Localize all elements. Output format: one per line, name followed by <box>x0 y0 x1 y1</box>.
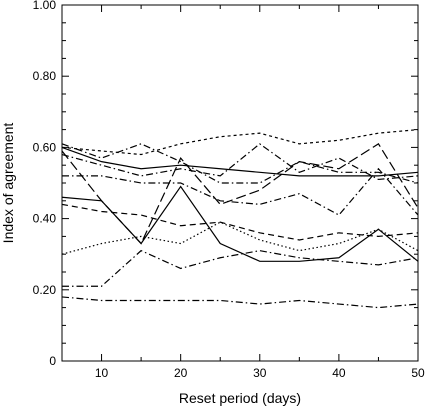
series-line-5 <box>61 143 419 245</box>
y-tick-label: 1.00 <box>33 0 57 12</box>
y-tick-label: 0.80 <box>33 69 57 83</box>
x-tick-label: 50 <box>411 366 425 380</box>
series-line-1 <box>61 129 419 156</box>
x-tick-label: 10 <box>95 366 109 380</box>
y-tick-label: 0 <box>49 354 56 368</box>
series-line-4 <box>61 143 419 181</box>
series-line-7 <box>61 185 419 262</box>
series-line-11 <box>61 296 419 309</box>
series-line-10 <box>62 249 419 287</box>
series-line-9 <box>61 221 419 255</box>
y-tick-label: 0.20 <box>33 283 57 297</box>
x-tick-label: 20 <box>174 366 188 380</box>
axis-tick-labels: 10 20 30 40 50 0 0.20 0.40 0.60 0.80 1.00 <box>33 0 425 380</box>
axis-ticks <box>61 4 419 362</box>
x-tick-label: 30 <box>253 366 267 380</box>
x-tick-label: 40 <box>332 366 346 380</box>
y-axis-label: Index of agreement <box>0 123 16 244</box>
series-line-6 <box>62 167 419 216</box>
series-line-3 <box>61 143 419 184</box>
series-line-2 <box>61 146 419 177</box>
y-tick-label: 0.60 <box>33 140 57 154</box>
x-axis-label: Reset period (days) <box>179 390 301 406</box>
series-line-8 <box>61 203 419 241</box>
y-tick-label: 0.40 <box>33 212 57 226</box>
series-lines <box>61 129 419 309</box>
